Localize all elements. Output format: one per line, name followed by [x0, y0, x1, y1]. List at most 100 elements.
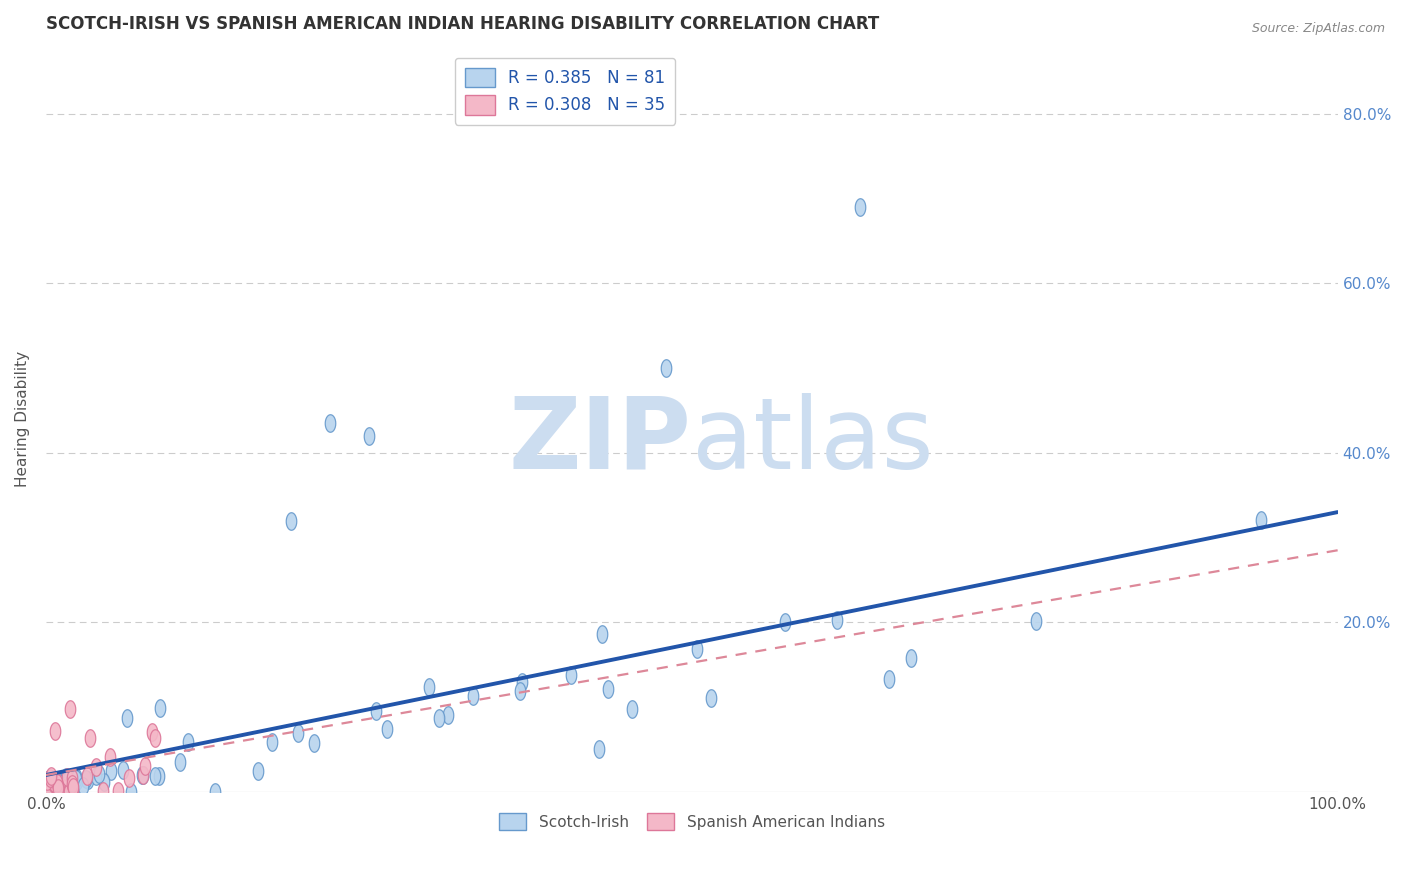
Point: [53, 778, 76, 792]
Point: [588, 742, 610, 756]
Point: [204, 785, 226, 799]
Point: [79, 731, 101, 745]
Point: [148, 769, 170, 783]
Point: [39, 782, 62, 797]
Point: [41, 780, 63, 794]
Point: [84, 760, 107, 774]
Point: [287, 725, 309, 739]
Point: [879, 672, 901, 686]
Point: [41, 768, 63, 782]
Point: [560, 667, 582, 681]
Point: [49, 774, 72, 789]
Point: [107, 783, 129, 797]
Point: [45, 782, 67, 797]
Point: [38, 780, 60, 795]
Point: [510, 675, 533, 690]
Legend: Scotch-Irish, Spanish American Indians: Scotch-Irish, Spanish American Indians: [492, 806, 891, 837]
Point: [98, 750, 121, 764]
Point: [77, 772, 100, 787]
Point: [100, 764, 122, 779]
Point: [132, 767, 155, 781]
Point: [427, 711, 450, 725]
Point: [42, 781, 65, 796]
Point: [141, 725, 163, 739]
Point: [112, 764, 135, 778]
Y-axis label: Hearing Disability: Hearing Disability: [15, 351, 30, 487]
Point: [37, 774, 59, 789]
Point: [686, 641, 709, 656]
Point: [60, 777, 83, 791]
Point: [35, 777, 58, 791]
Point: [39, 780, 62, 795]
Point: [89, 767, 111, 781]
Point: [58, 781, 80, 796]
Point: [591, 626, 613, 640]
Point: [621, 701, 644, 715]
Point: [65, 772, 87, 786]
Point: [41, 774, 63, 789]
Point: [56, 772, 79, 787]
Point: [357, 429, 380, 443]
Point: [418, 680, 440, 694]
Point: [260, 735, 283, 749]
Point: [37, 776, 59, 790]
Point: [900, 651, 922, 665]
Point: [48, 780, 70, 795]
Point: [46, 776, 69, 790]
Point: [177, 735, 200, 749]
Point: [37, 777, 59, 791]
Point: [76, 769, 98, 783]
Point: [42, 776, 65, 790]
Point: [65, 774, 87, 789]
Point: [45, 778, 67, 792]
Point: [60, 772, 83, 786]
Point: [319, 416, 342, 430]
Point: [60, 783, 83, 797]
Point: [38, 771, 60, 785]
Point: [41, 781, 63, 796]
Point: [143, 731, 166, 745]
Point: [35, 778, 58, 792]
Point: [65, 774, 87, 789]
Point: [63, 771, 86, 785]
Point: [37, 783, 59, 797]
Point: [118, 772, 141, 786]
Point: [93, 775, 115, 789]
Point: [41, 772, 63, 786]
Point: [59, 702, 82, 716]
Point: [131, 768, 153, 782]
Point: [461, 689, 484, 703]
Point: [59, 771, 82, 785]
Point: [169, 755, 191, 769]
Point: [84, 769, 107, 783]
Point: [375, 723, 398, 737]
Text: ZIP: ZIP: [509, 392, 692, 490]
Point: [773, 615, 796, 629]
Point: [42, 775, 65, 789]
Text: Source: ZipAtlas.com: Source: ZipAtlas.com: [1251, 22, 1385, 36]
Point: [72, 779, 94, 793]
Point: [46, 775, 69, 789]
Point: [598, 682, 620, 697]
Point: [825, 613, 848, 627]
Point: [41, 779, 63, 793]
Point: [143, 769, 166, 783]
Point: [75, 772, 97, 786]
Point: [46, 773, 69, 788]
Point: [1025, 614, 1047, 628]
Point: [62, 783, 84, 797]
Point: [91, 784, 114, 798]
Point: [247, 764, 270, 778]
Point: [1250, 513, 1272, 527]
Point: [62, 780, 84, 795]
Point: [848, 200, 870, 214]
Point: [132, 768, 155, 782]
Point: [655, 360, 678, 375]
Text: SCOTCH-IRISH VS SPANISH AMERICAN INDIAN HEARING DISABILITY CORRELATION CHART: SCOTCH-IRISH VS SPANISH AMERICAN INDIAN …: [46, 15, 879, 33]
Point: [44, 724, 66, 739]
Point: [46, 780, 69, 794]
Point: [437, 708, 460, 723]
Point: [41, 781, 63, 796]
Point: [115, 711, 138, 725]
Point: [120, 785, 142, 799]
